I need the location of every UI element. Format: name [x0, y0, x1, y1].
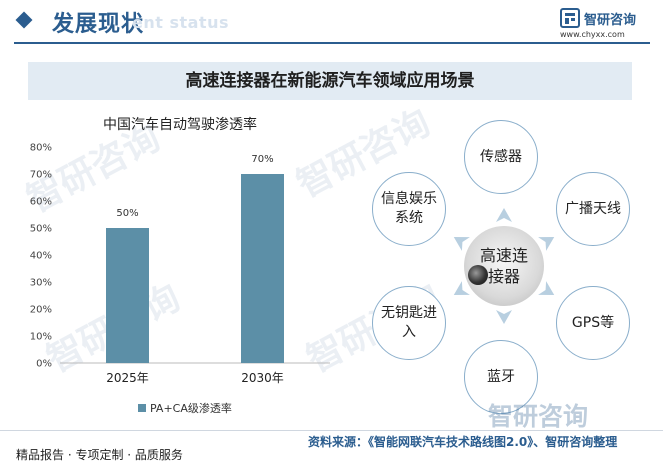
x-tick-label: 2030年	[241, 371, 284, 385]
data-label: 70%	[251, 154, 273, 165]
brand-logo: 智研咨询	[560, 8, 636, 28]
header-divider	[14, 42, 650, 44]
arrow-icon	[453, 281, 470, 295]
banner-title: 高速连接器在新能源汽车领域应用场景	[185, 71, 475, 91]
bar	[241, 174, 284, 363]
diagram-arrows	[453, 208, 555, 324]
y-tick-label: 30%	[30, 278, 52, 289]
bar	[106, 228, 149, 363]
node-sensor: 传感器	[464, 120, 538, 194]
section-subtitle-ghost: ent status	[132, 13, 229, 32]
legend-swatch	[138, 404, 146, 412]
arrow-icon	[453, 237, 470, 251]
chart-title: 中国汽车自动驾驶渗透率	[103, 117, 257, 133]
section-marker-icon	[15, 11, 33, 29]
node-gps: GPS等	[556, 286, 630, 360]
arrow-icon	[538, 281, 555, 295]
arrow-icon	[496, 310, 512, 324]
source-note: 资料来源：《智能网联汽车技术路线图2.0》、智研咨询整理	[308, 435, 618, 449]
node-radio-antenna: 广播天线	[556, 172, 630, 246]
y-tick-label: 20%	[30, 305, 52, 316]
center-label: 高速连接器	[480, 246, 529, 286]
chart-legend: PA+CA级渗透率	[138, 400, 232, 416]
x-tick-label: 2025年	[106, 371, 149, 385]
connector-icon	[468, 265, 488, 285]
y-tick-label: 40%	[30, 251, 52, 262]
footer-divider	[0, 430, 663, 431]
y-tick-label: 0%	[36, 359, 52, 370]
y-tick-label: 80%	[30, 143, 52, 154]
footer-tagline: 精品报告 · 专项定制 · 品质服务	[16, 448, 183, 462]
logo-name: 智研咨询	[584, 12, 637, 28]
arrow-icon	[538, 237, 555, 251]
data-label: 50%	[116, 208, 138, 219]
y-tick-label: 60%	[30, 197, 52, 208]
y-tick-label: 10%	[30, 332, 52, 343]
node-infotainment: 信息娱乐系统	[372, 172, 446, 246]
y-tick-label: 50%	[30, 224, 52, 235]
logo-url: www.chyxx.com	[560, 30, 625, 39]
y-tick-label: 70%	[30, 170, 52, 181]
node-keyless-entry: 无钥匙进入	[372, 286, 446, 360]
node-bluetooth: 蓝牙	[464, 340, 538, 414]
logo-icon	[560, 8, 580, 28]
arrow-icon	[496, 208, 512, 222]
bar-chart: 0% 10% 20% 30% 40% 50% 60% 70% 80% 50% 2025年 70% 203…	[30, 143, 330, 385]
watermark-logo-text: 智研咨询	[488, 402, 589, 431]
banner: 高速连接器在新能源汽车领域应用场景	[28, 62, 632, 100]
section-title: 发展现状	[52, 11, 145, 37]
legend-label: PA+CA级渗透率	[150, 402, 232, 415]
